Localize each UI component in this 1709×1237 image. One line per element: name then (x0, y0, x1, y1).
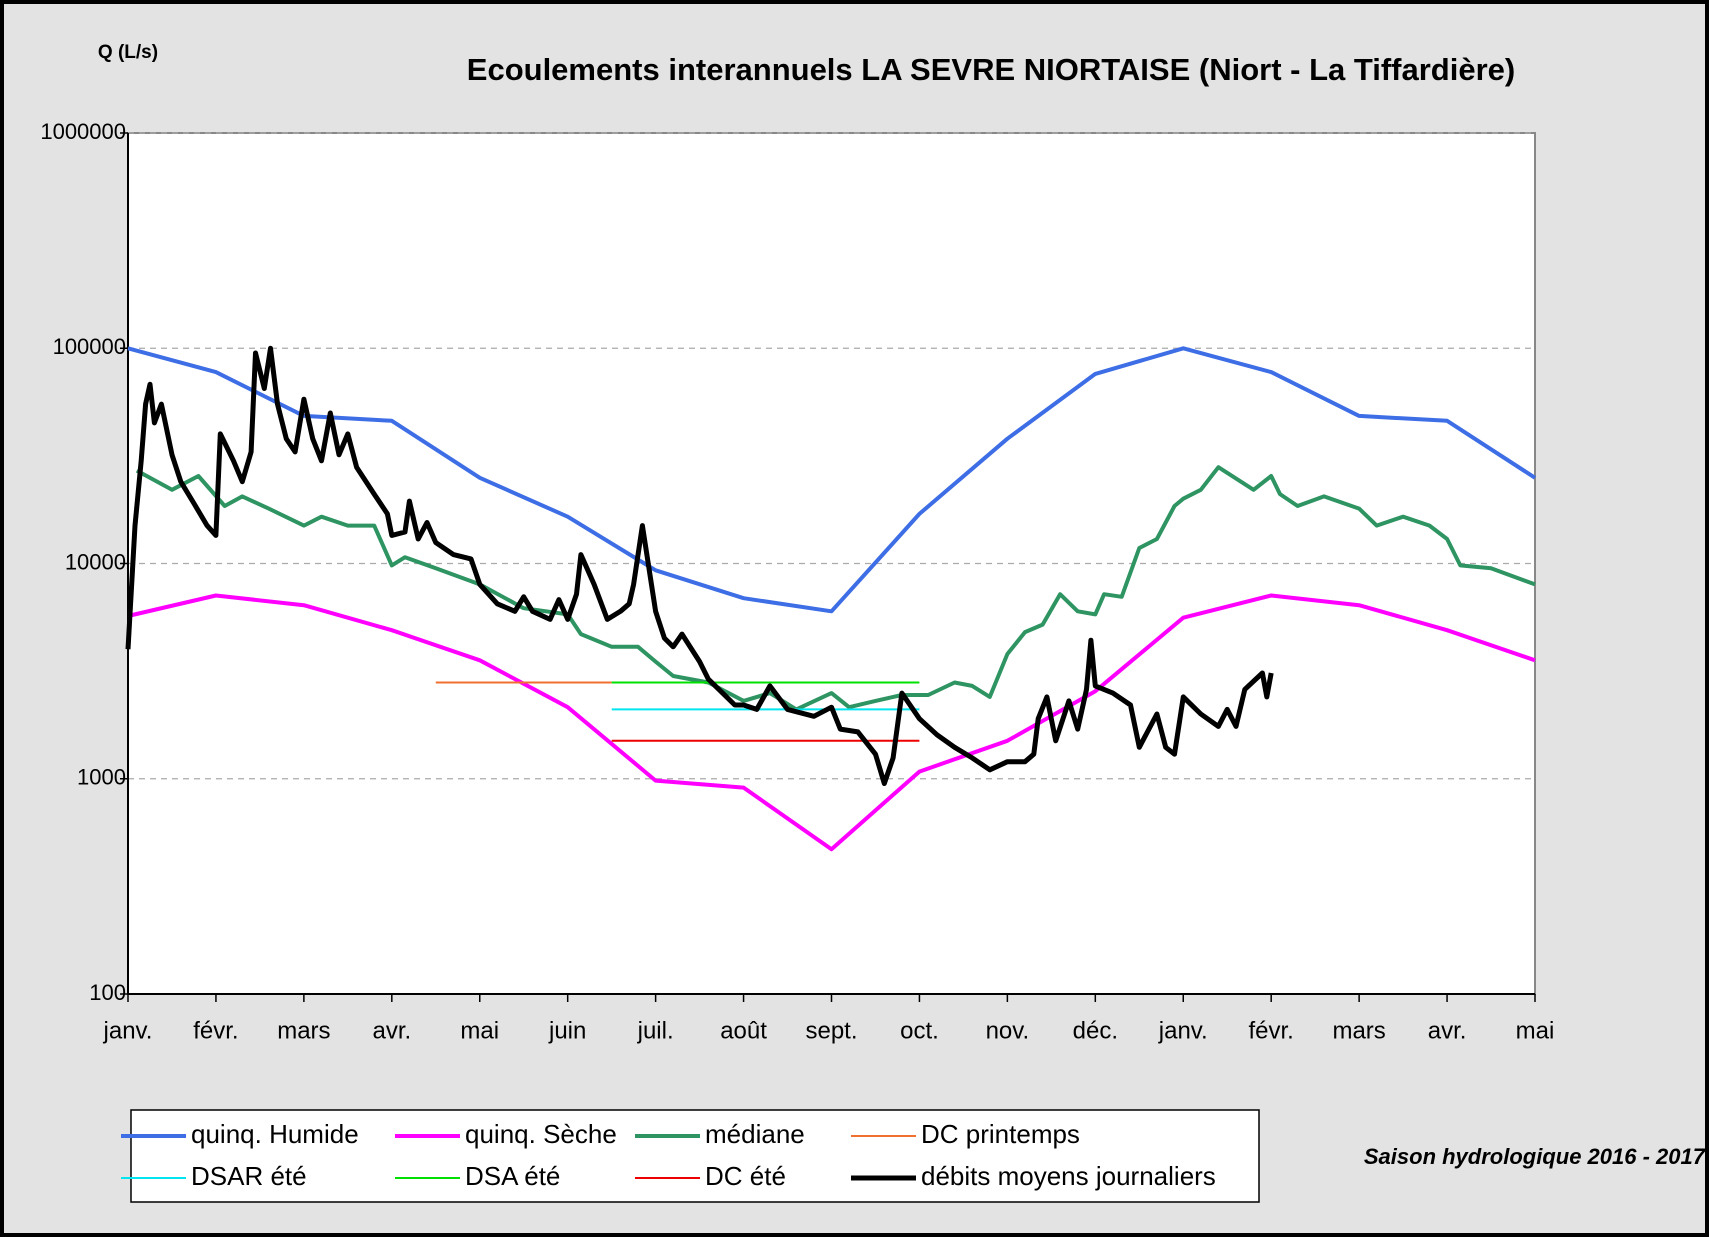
x-tick-label: août (720, 1017, 767, 1044)
y-tick-label: 100000 (53, 334, 126, 359)
x-tick-label: sept. (805, 1017, 857, 1044)
x-tick-label: janv. (103, 1017, 153, 1044)
y-tick-label: 1000000 (40, 119, 126, 144)
legend-label: débits moyens journaliers (921, 1161, 1216, 1191)
y-tick-label: 100 (89, 980, 126, 1005)
series-line (135, 465, 1536, 712)
x-tick-label: févr. (193, 1017, 238, 1044)
series-line (127, 346, 1537, 614)
legend-label: quinq. Sèche (465, 1119, 617, 1149)
x-tick-label: avr. (1428, 1017, 1467, 1044)
x-tick-label: avr. (372, 1017, 411, 1044)
legend-label: médiane (705, 1119, 805, 1149)
y-axis-label: Q (L/s) (98, 42, 158, 63)
x-tick-label: juin (548, 1017, 586, 1044)
x-tick-label: mai (1516, 1017, 1555, 1044)
legend-label: DSA été (465, 1161, 560, 1191)
series-line (127, 593, 1536, 852)
chart-title: Ecoulements interannuels LA SEVRE NIORTA… (467, 52, 1515, 87)
annotation: Saison hydrologique 2016 - 2017 (1364, 1144, 1707, 1169)
x-tick-label: mai (460, 1017, 499, 1044)
x-tick-label: oct. (900, 1017, 939, 1044)
x-tick-label: mars (277, 1017, 330, 1044)
x-tick-label: févr. (1249, 1017, 1294, 1044)
x-tick-label: janv. (1158, 1017, 1208, 1044)
x-tick-label: nov. (986, 1017, 1030, 1044)
legend-label: quinq. Humide (191, 1119, 359, 1149)
series-line (125, 345, 1274, 786)
legend-label: DSAR été (191, 1161, 307, 1191)
y-tick-label: 10000 (65, 549, 126, 574)
legend (130, 1109, 1260, 1203)
legend-label: DC été (705, 1161, 786, 1191)
x-tick-label: déc. (1073, 1017, 1118, 1044)
x-tick-label: mars (1332, 1017, 1385, 1044)
legend-label: DC printemps (921, 1119, 1080, 1149)
y-tick-label: 1000 (77, 765, 126, 790)
x-tick-label: juil. (637, 1017, 674, 1044)
